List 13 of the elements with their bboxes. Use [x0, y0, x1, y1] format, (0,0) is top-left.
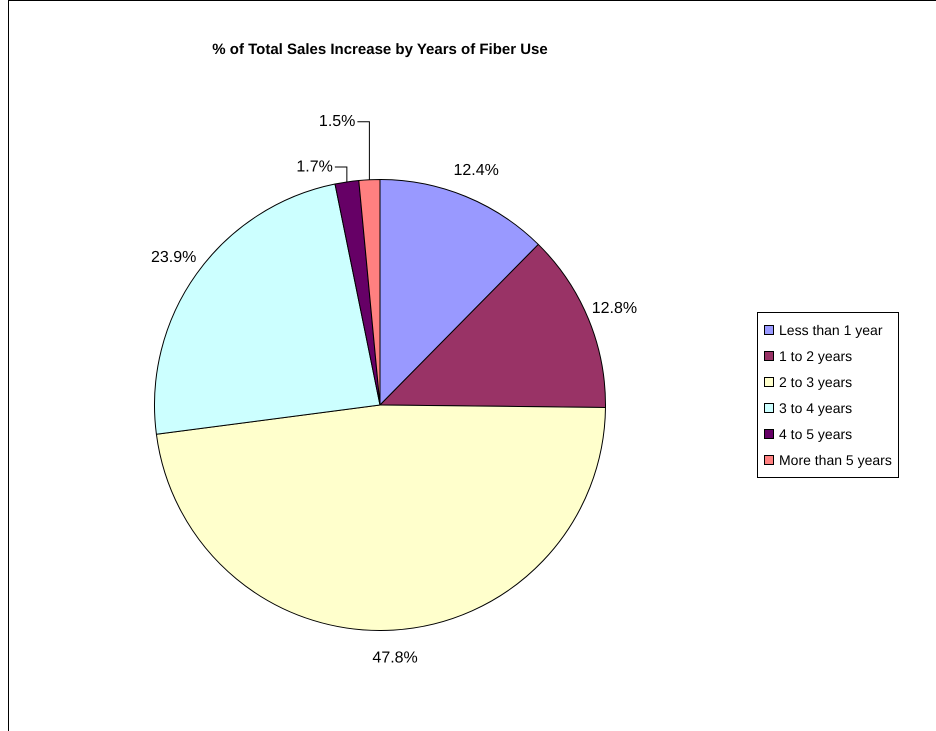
data-label: 23.9% [150, 249, 196, 266]
legend-label: 4 to 5 years [778, 425, 854, 444]
legend-label: Less than 1 year [778, 321, 884, 340]
legend-label: 2 to 3 years [778, 373, 854, 392]
data-label: 1.7% [296, 158, 333, 176]
data-label: 1.5% [318, 113, 356, 130]
legend-label: More than 5 years [778, 451, 892, 470]
legend-label: 3 to 4 years [778, 399, 854, 418]
data-label: 12.4% [453, 162, 499, 179]
legend-label: 1 to 2 years [778, 347, 854, 366]
chart-title: % of Total Sales Increase by Years of Fiber Use [212, 41, 548, 58]
data-label: 47.8% [372, 649, 418, 666]
data-label: 12.8% [592, 300, 638, 317]
